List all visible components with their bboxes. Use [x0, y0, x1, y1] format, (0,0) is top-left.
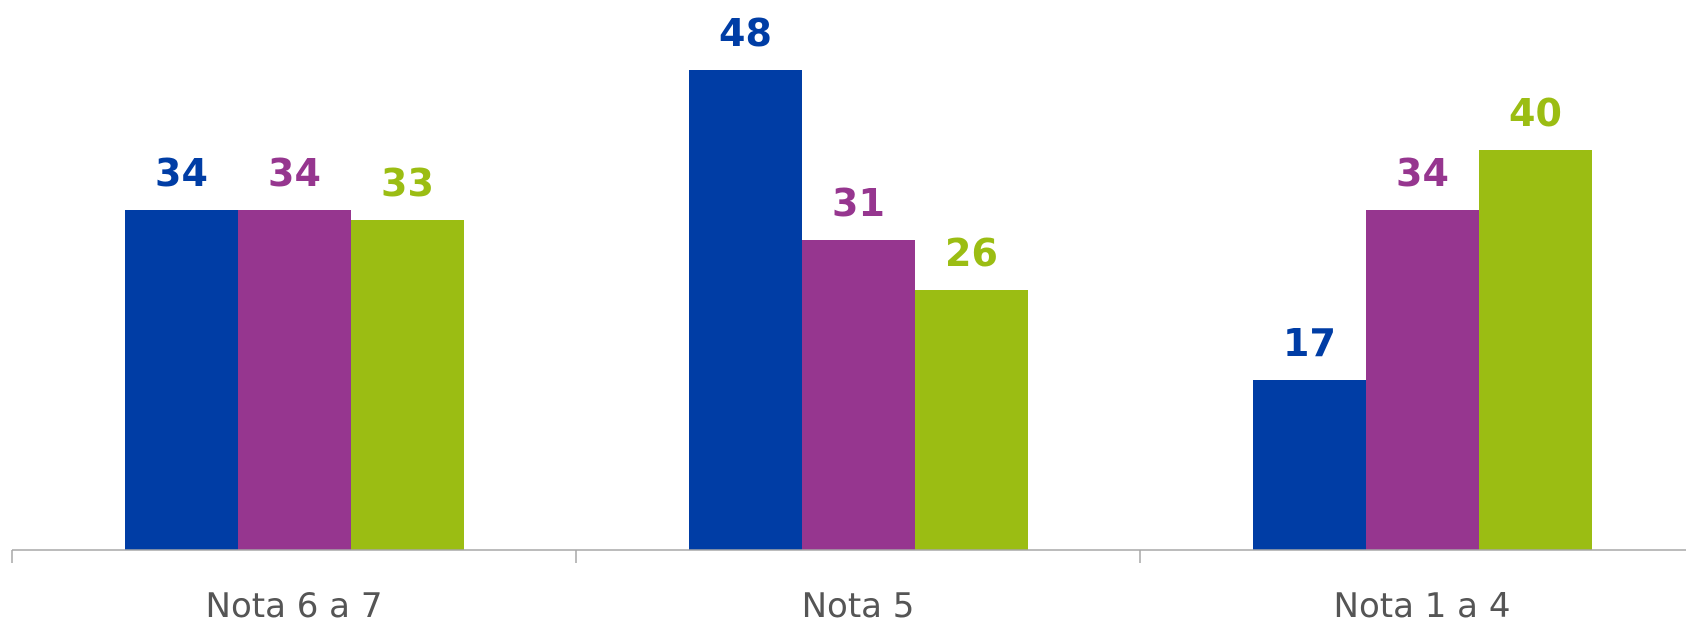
data-label-2-3: 26 [945, 231, 998, 275]
bar-1-3 [351, 220, 464, 550]
data-label-2-1: 48 [719, 11, 772, 55]
category-label-3: Nota 1 a 4 [1334, 586, 1511, 620]
category-labels-group: Nota 6 a 7 Nota 5 Nota 1 a 4 [206, 586, 1511, 620]
bar-2-2 [802, 240, 915, 550]
bar-1-1 [125, 210, 238, 550]
bar-3-2 [1366, 210, 1479, 550]
category-label-1: Nota 6 a 7 [206, 586, 383, 620]
data-label-1-3: 33 [381, 161, 434, 205]
data-label-1-1: 34 [155, 151, 208, 195]
bar-2-3 [915, 290, 1028, 550]
data-label-3-3: 40 [1509, 91, 1562, 135]
data-label-2-2: 31 [832, 181, 885, 225]
data-label-3-2: 34 [1396, 151, 1449, 195]
bar-3-1 [1253, 380, 1366, 550]
x-axis [11, 549, 1686, 563]
data-label-3-1: 17 [1283, 321, 1336, 365]
value-labels-group: 34 34 33 48 31 26 17 34 40 [155, 11, 1562, 365]
category-label-2: Nota 5 [802, 586, 915, 620]
bar-1-2 [238, 210, 351, 550]
bar-2-1 [689, 70, 802, 550]
data-label-1-2: 34 [268, 151, 321, 195]
bar-3-3 [1479, 150, 1592, 550]
bars-group [125, 70, 1592, 550]
